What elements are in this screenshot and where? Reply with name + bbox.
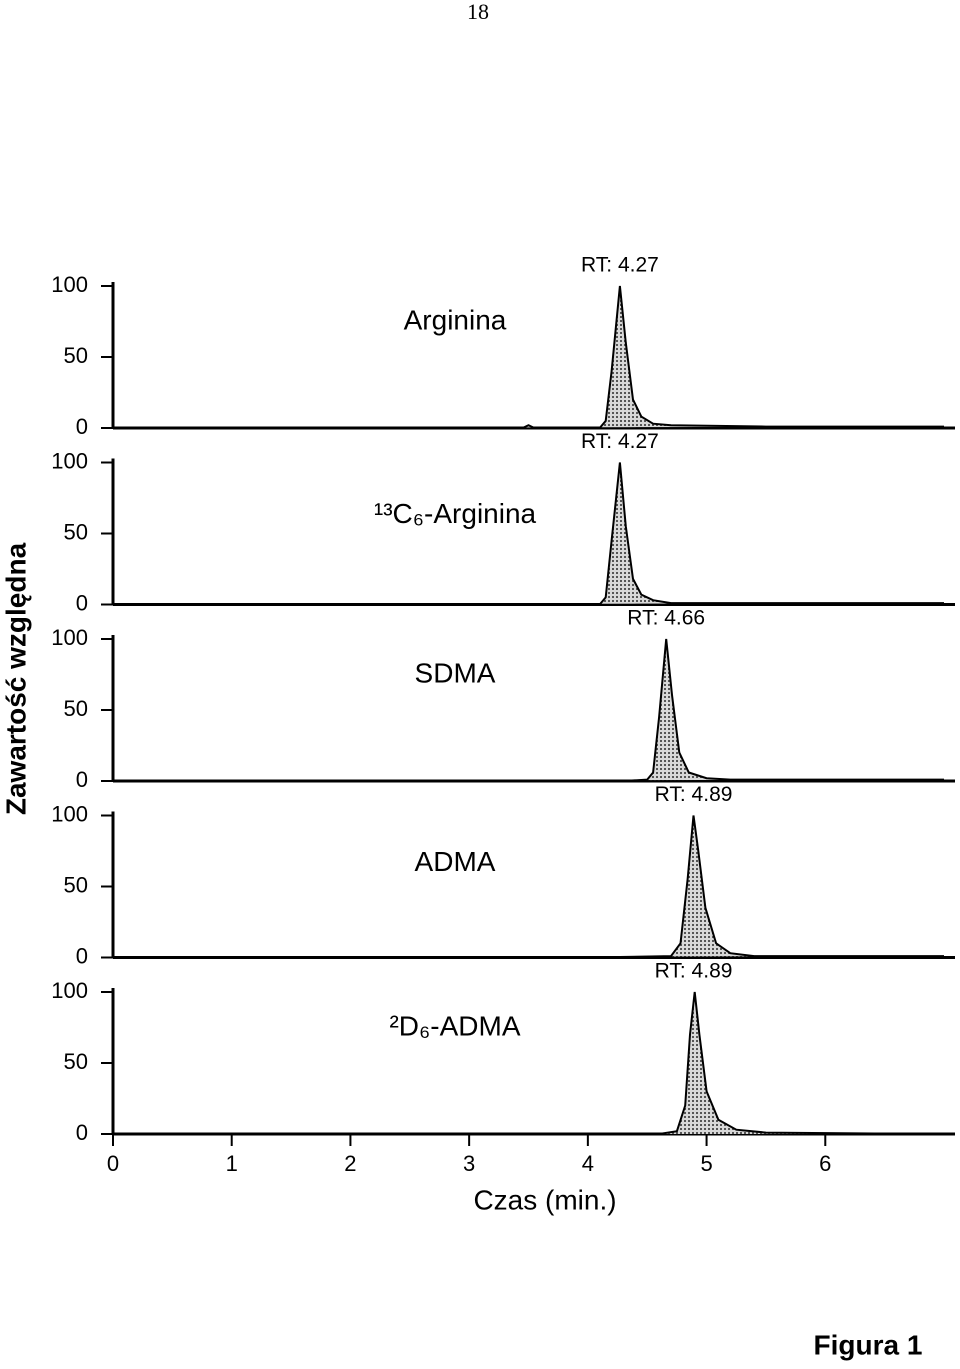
y-tick-label: 50: [64, 519, 88, 544]
page-number: 18: [467, 0, 489, 24]
y-tick-label: 0: [76, 943, 88, 968]
y-tick-label: 100: [51, 625, 88, 650]
y-tick-label: 50: [64, 872, 88, 897]
trace-line: [113, 638, 944, 782]
rt-annotation: RT: 4.89: [655, 783, 733, 806]
y-axis-label: Zawartość względna: [0, 542, 31, 815]
y-tick-label: 50: [64, 1049, 88, 1074]
panel-title: ²D₆-ADMA: [389, 1010, 520, 1041]
peak-area: [113, 286, 944, 428]
panel-title: ADMA: [415, 846, 496, 877]
y-tick-label: 0: [76, 590, 88, 615]
peak-area: [113, 992, 944, 1134]
trace-line: [113, 991, 945, 1135]
x-tick-label: 4: [582, 1151, 594, 1176]
y-tick-label: 50: [64, 696, 88, 721]
panel-title: SDMA: [415, 657, 496, 688]
figure-caption: Figura 1: [814, 1329, 923, 1360]
x-tick-label: 5: [700, 1151, 712, 1176]
y-tick-label: 0: [76, 414, 88, 439]
peak-area: [113, 815, 944, 958]
y-tick-label: 50: [64, 343, 88, 368]
y-tick-label: 100: [51, 978, 88, 1003]
y-tick-label: 100: [51, 448, 88, 473]
rt-annotation: RT: 4.27: [581, 430, 659, 453]
x-tick-label: 1: [226, 1151, 238, 1176]
rt-annotation: RT: 4.66: [627, 607, 705, 630]
peak-area: [113, 639, 944, 781]
y-tick-label: 100: [51, 272, 88, 297]
trace-line: [113, 285, 944, 429]
rt-annotation: RT: 4.27: [581, 254, 659, 277]
y-tick-label: 0: [76, 1120, 88, 1145]
y-tick-label: 100: [51, 801, 88, 826]
x-tick-label: 2: [344, 1151, 356, 1176]
peak-area: [113, 462, 944, 605]
rt-annotation: RT: 4.89: [655, 960, 733, 983]
x-tick-label: 0: [107, 1151, 119, 1176]
trace-line: [113, 462, 944, 606]
trace-line: [113, 815, 944, 959]
panel-title: ¹³C₆-Arginina: [374, 498, 537, 529]
x-tick-label: 3: [463, 1151, 475, 1176]
x-axis-label: Czas (min.): [473, 1184, 616, 1215]
panel-title: Arginina: [404, 304, 507, 335]
x-tick-label: 6: [819, 1151, 831, 1176]
y-tick-label: 0: [76, 767, 88, 792]
